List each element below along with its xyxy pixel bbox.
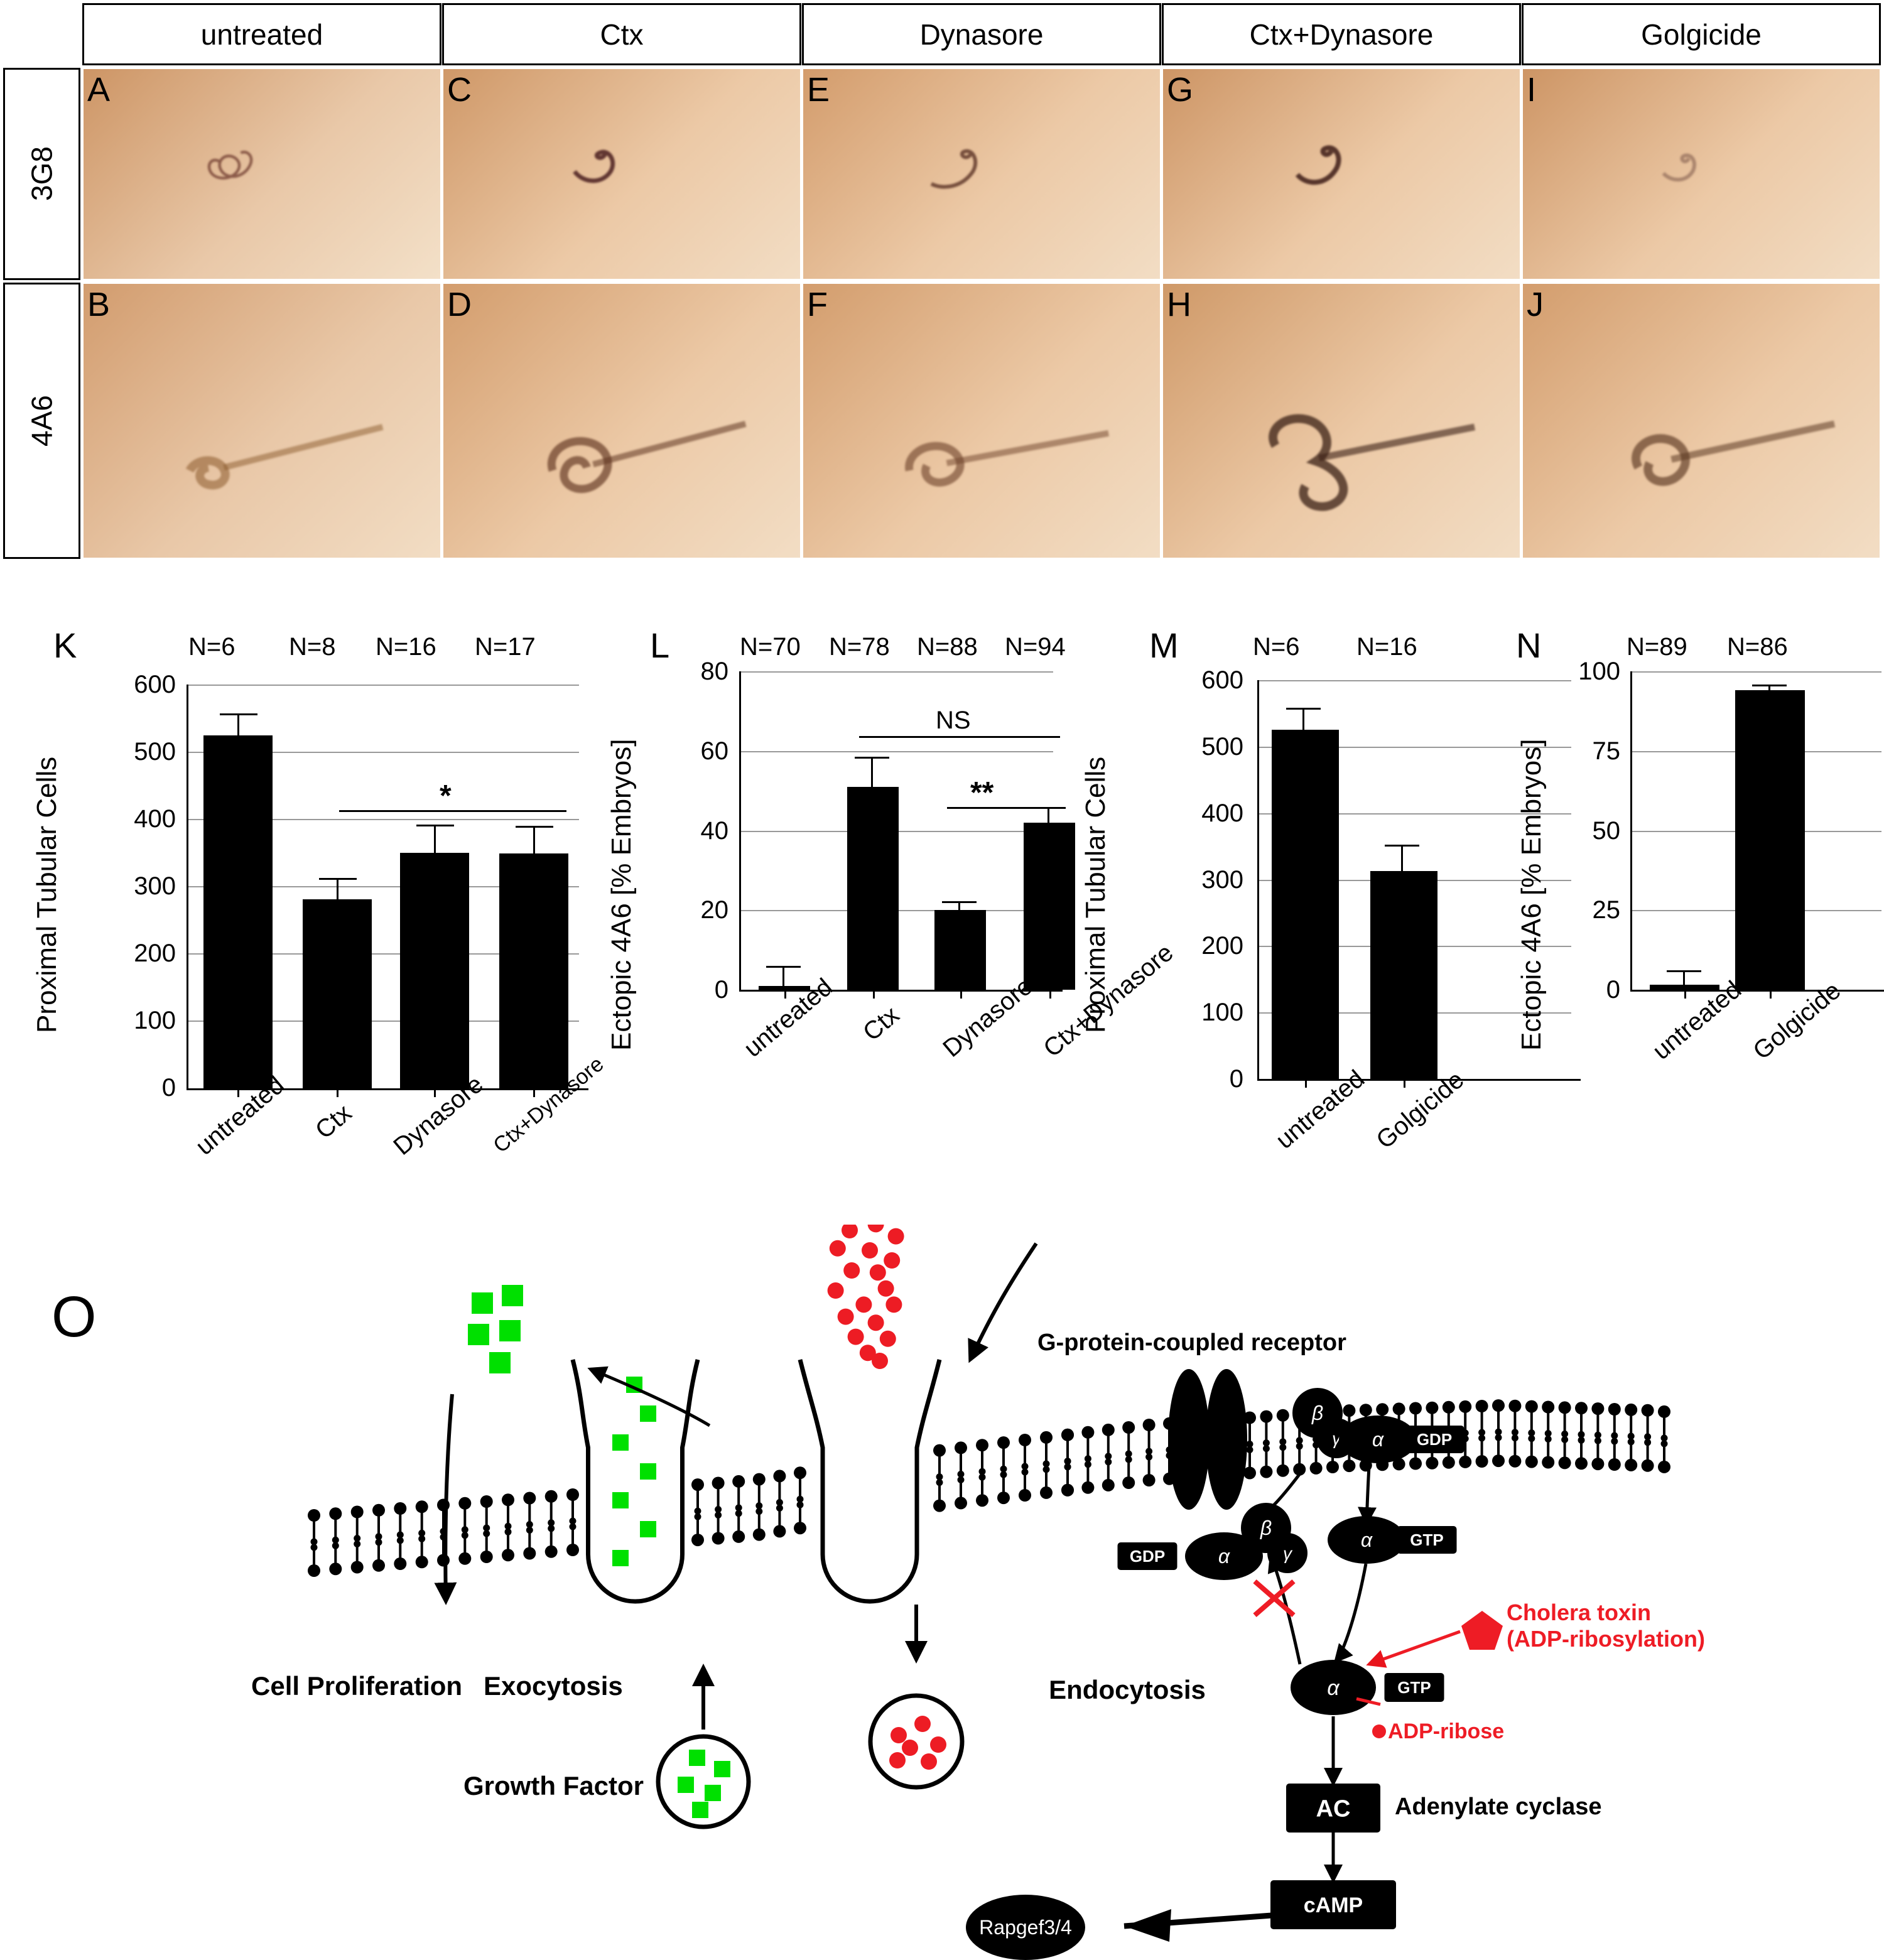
svg-text:Exocytosis: Exocytosis [484,1671,623,1701]
svg-text:Adenylate cyclase: Adenylate cyclase [1395,1794,1602,1820]
svg-text:GTP: GTP [1410,1530,1443,1549]
svg-text:β: β [1260,1517,1272,1539]
svg-text:Endocytosis: Endocytosis [1049,1675,1206,1704]
svg-text:AC: AC [1316,1795,1351,1822]
svg-text:γ: γ [1283,1544,1293,1563]
svg-text:cAMP: cAMP [1304,1893,1363,1917]
svg-text:α: α [1361,1529,1373,1551]
svg-text:α: α [1327,1676,1340,1700]
svg-text:GDP: GDP [1130,1547,1165,1566]
svg-text:GTP: GTP [1397,1678,1431,1697]
svg-text:(ADP-ribosylation): (ADP-ribosylation) [1507,1626,1705,1652]
svg-text:Rapgef3/4: Rapgef3/4 [979,1916,1072,1939]
svg-text:β: β [1311,1402,1323,1424]
svg-text:G-protein-coupled receptor: G-protein-coupled receptor [1037,1329,1346,1356]
svg-text:ADP-ribose: ADP-ribose [1388,1719,1504,1743]
svg-text:α: α [1218,1545,1230,1567]
svg-text:GDP: GDP [1417,1430,1452,1449]
svg-text:Cell Proliferation: Cell Proliferation [251,1671,462,1701]
svg-text:Cholera toxin: Cholera toxin [1507,1600,1651,1625]
svg-text:Growth Factor: Growth Factor [463,1771,644,1800]
svg-text:α: α [1372,1428,1384,1451]
